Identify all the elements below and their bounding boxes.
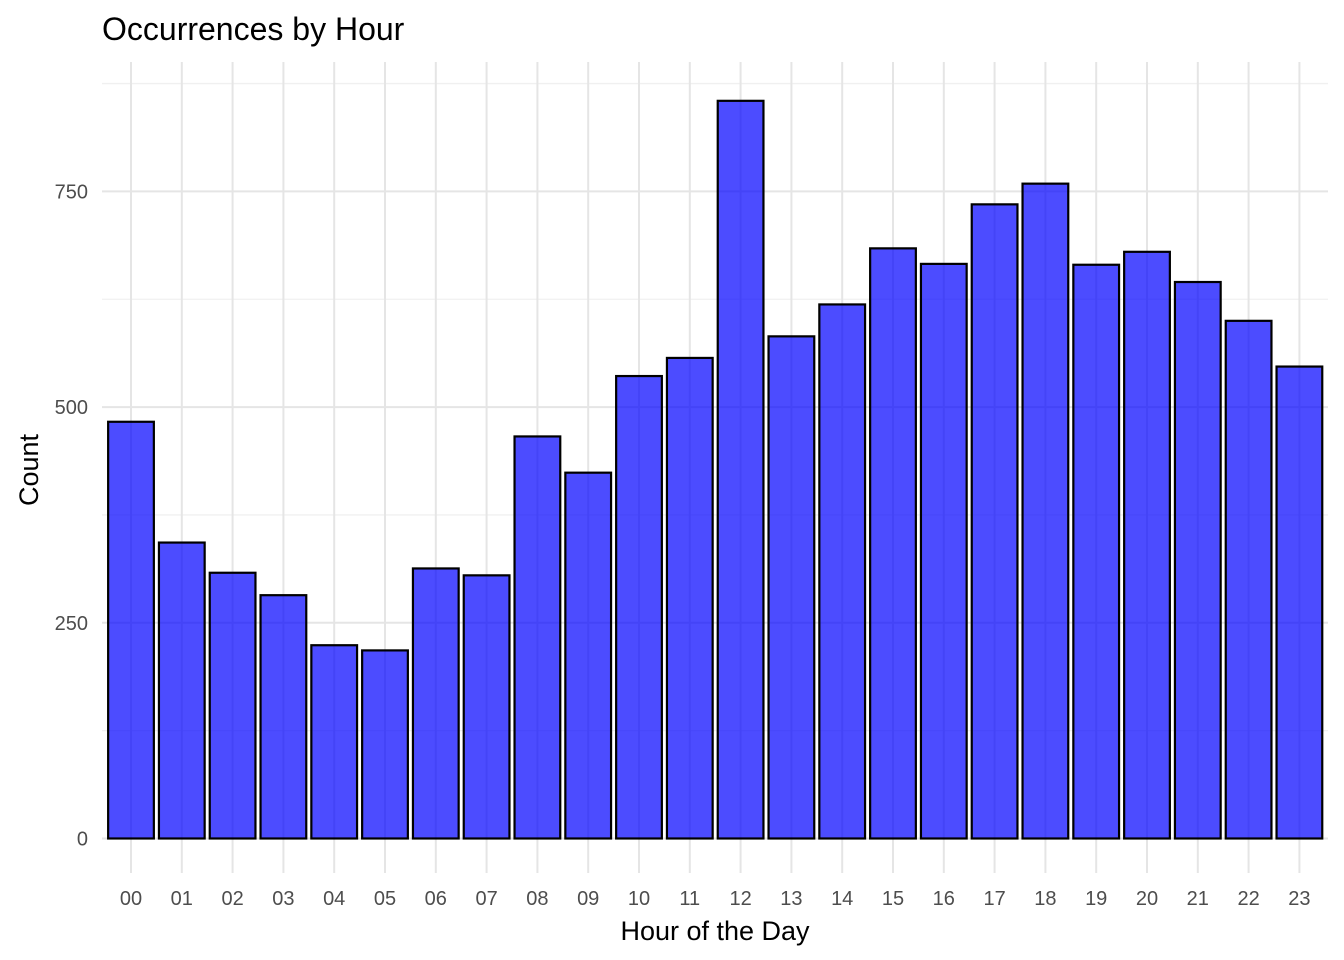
x-axis-label: Hour of the Day	[620, 916, 810, 946]
bar-12	[716, 99, 765, 840]
y-tick-label: 500	[55, 397, 88, 419]
bar-15	[869, 247, 917, 840]
bars	[107, 99, 1324, 840]
bar-23	[1275, 365, 1324, 840]
bar-20	[1123, 250, 1171, 840]
x-tick-label: 01	[171, 888, 193, 910]
bar-17	[970, 203, 1019, 840]
bar-00	[107, 420, 155, 840]
bar-05	[361, 649, 409, 840]
y-axis-label: Count	[14, 433, 44, 506]
x-tick-label: 17	[983, 888, 1005, 910]
x-tick-label: 00	[120, 888, 142, 910]
bar-10	[615, 374, 663, 840]
bar-01	[157, 541, 206, 840]
bar-09	[564, 471, 613, 840]
bar-06	[411, 567, 460, 840]
y-axis-ticks: 0 250 500 750	[55, 181, 88, 850]
bar-19	[1072, 263, 1121, 840]
x-tick-label: 04	[323, 888, 345, 910]
x-tick-label: 12	[729, 888, 751, 910]
x-tick-label: 07	[475, 888, 497, 910]
y-tick-label: 250	[55, 613, 88, 635]
bar-13	[767, 335, 816, 840]
x-tick-label: 11	[679, 888, 700, 910]
y-tick-label: 750	[55, 181, 88, 203]
x-tick-label: 19	[1085, 888, 1107, 910]
x-tick-label: 18	[1034, 888, 1056, 910]
x-tick-label: 13	[780, 888, 802, 910]
bar-11	[665, 356, 714, 840]
x-tick-label: 06	[425, 888, 447, 910]
x-tick-label: 05	[374, 888, 396, 910]
x-tick-label: 20	[1136, 888, 1158, 910]
x-tick-label: 16	[933, 888, 955, 910]
bar-22	[1224, 319, 1273, 840]
x-tick-label: 14	[831, 888, 853, 910]
x-tick-label: 03	[272, 888, 294, 910]
bar-08	[513, 435, 562, 840]
y-tick-label: 0	[77, 828, 88, 850]
x-tick-label: 02	[221, 888, 243, 910]
x-tick-label: 10	[628, 888, 650, 910]
bar-16	[919, 262, 968, 840]
bar-21	[1173, 280, 1222, 840]
chart-title: Occurrences by Hour	[102, 11, 405, 47]
x-tick-label: 15	[882, 888, 904, 910]
bar-07	[462, 574, 511, 840]
bar-02	[208, 571, 257, 840]
bar-14	[818, 303, 867, 840]
x-axis-ticks: 00 01 02 03 04 05 06 07 08 09 10 11 12 13 14 15 16 17 18 19…	[120, 888, 1311, 910]
bar-03	[259, 594, 308, 840]
x-tick-label: 08	[526, 888, 548, 910]
bar-04	[310, 644, 359, 840]
x-tick-label: 22	[1237, 888, 1259, 910]
bar-18	[1021, 182, 1070, 840]
x-tick-label: 23	[1288, 888, 1310, 910]
x-tick-label: 21	[1187, 888, 1209, 910]
x-tick-label: 09	[577, 888, 599, 910]
